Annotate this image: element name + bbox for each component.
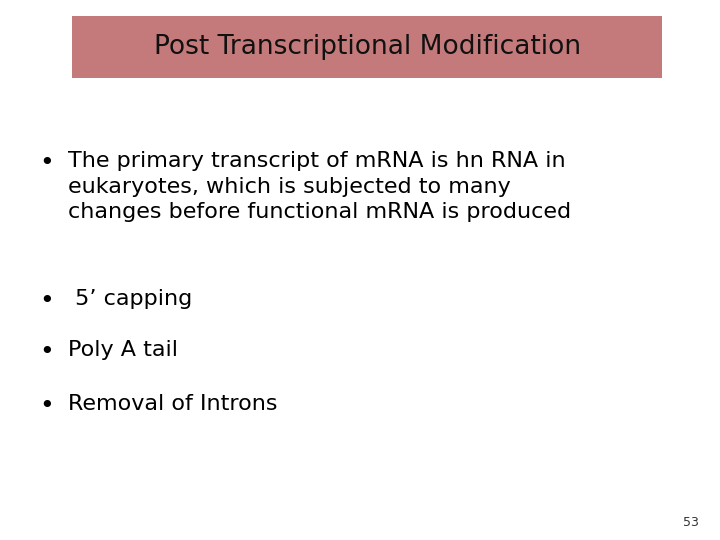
Text: The primary transcript of mRNA is hn RNA in
eukaryotes, which is subjected to ma: The primary transcript of mRNA is hn RNA…	[68, 151, 572, 222]
Text: •: •	[40, 394, 54, 418]
Text: Removal of Introns: Removal of Introns	[68, 394, 278, 414]
Text: •: •	[40, 151, 54, 175]
Text: Poly A tail: Poly A tail	[68, 340, 179, 360]
Text: •: •	[40, 289, 54, 313]
FancyBboxPatch shape	[72, 16, 662, 78]
Text: •: •	[40, 340, 54, 364]
Text: 53: 53	[683, 516, 698, 529]
Text: Post Transcriptional Modification: Post Transcriptional Modification	[153, 34, 581, 60]
Text: 5’ capping: 5’ capping	[68, 289, 193, 309]
